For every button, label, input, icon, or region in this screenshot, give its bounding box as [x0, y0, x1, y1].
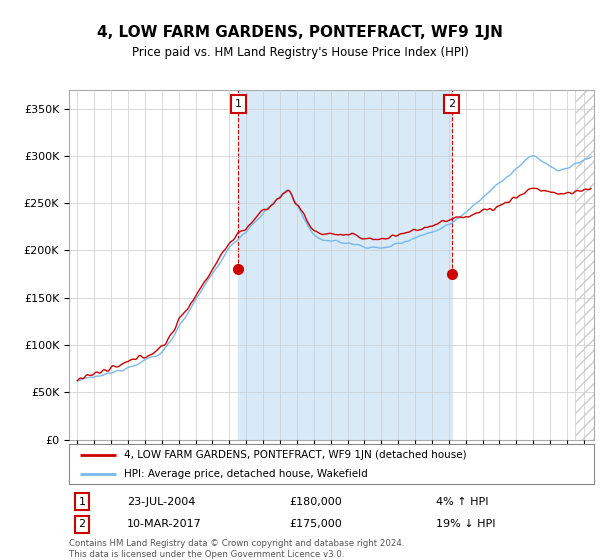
Text: £180,000: £180,000: [290, 497, 342, 507]
Text: 19% ↓ HPI: 19% ↓ HPI: [437, 519, 496, 529]
Bar: [575, 90, 594, 440]
Text: 4, LOW FARM GARDENS, PONTEFRACT, WF9 1JN: 4, LOW FARM GARDENS, PONTEFRACT, WF9 1JN: [97, 25, 503, 40]
Text: Contains HM Land Registry data © Crown copyright and database right 2024.
This d: Contains HM Land Registry data © Crown c…: [69, 539, 404, 559]
Text: 4, LOW FARM GARDENS, PONTEFRACT, WF9 1JN (detached house): 4, LOW FARM GARDENS, PONTEFRACT, WF9 1JN…: [124, 450, 467, 460]
Text: Price paid vs. HM Land Registry's House Price Index (HPI): Price paid vs. HM Land Registry's House …: [131, 46, 469, 59]
Text: 4% ↑ HPI: 4% ↑ HPI: [437, 497, 489, 507]
Text: 2: 2: [79, 519, 86, 529]
Text: 2: 2: [448, 99, 455, 109]
Bar: [238, 90, 452, 440]
Text: 1: 1: [235, 99, 242, 109]
Text: HPI: Average price, detached house, Wakefield: HPI: Average price, detached house, Wake…: [124, 469, 368, 479]
Bar: [575, 90, 594, 440]
Text: 10-MAR-2017: 10-MAR-2017: [127, 519, 202, 529]
Text: £175,000: £175,000: [290, 519, 342, 529]
Text: 1: 1: [79, 497, 86, 507]
Text: 23-JUL-2004: 23-JUL-2004: [127, 497, 195, 507]
